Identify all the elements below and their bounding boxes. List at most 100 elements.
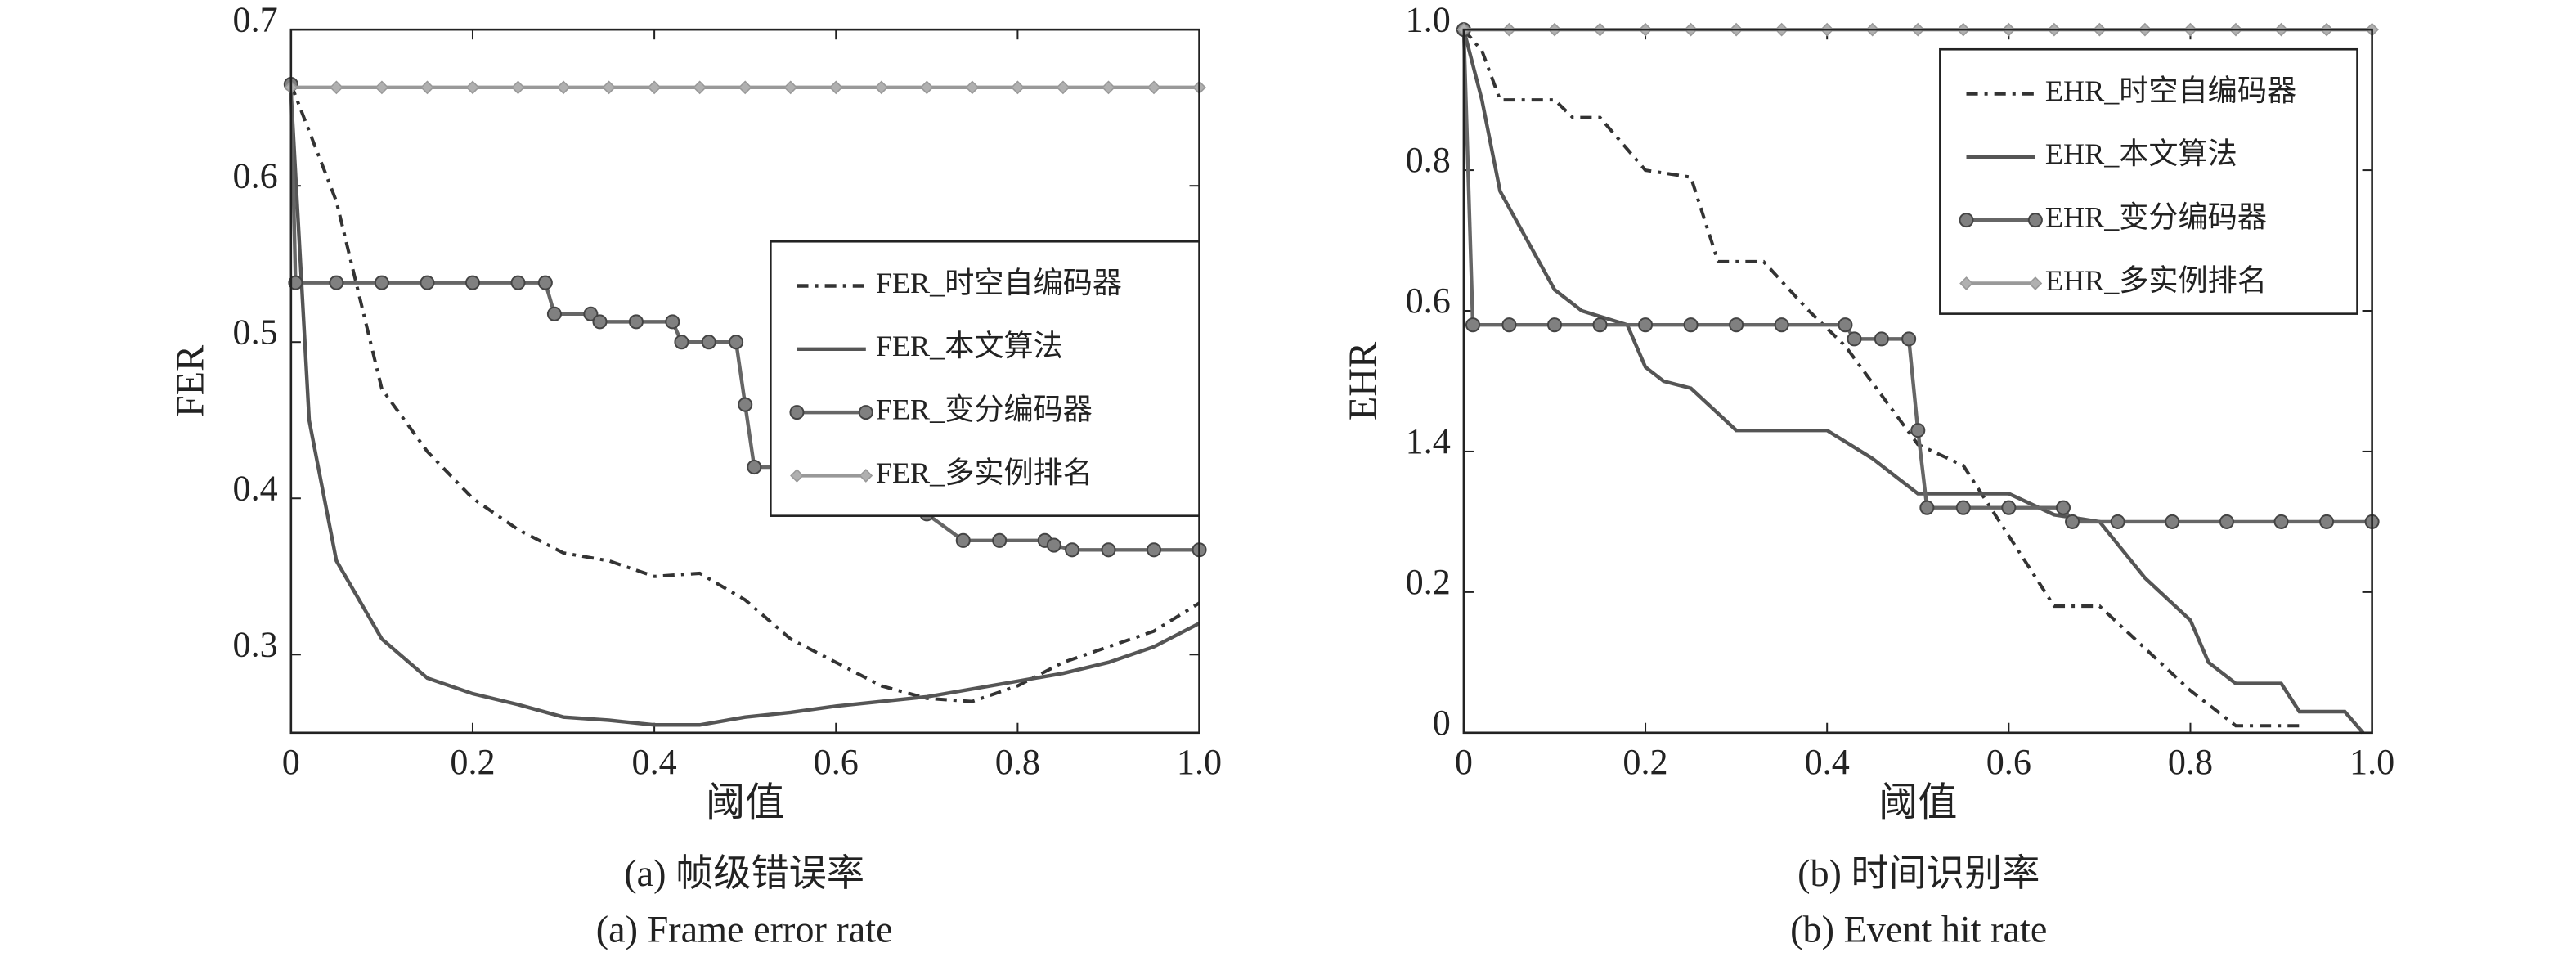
y-axis-label: FER	[168, 344, 212, 417]
marker	[1774, 317, 1789, 333]
marker	[1847, 331, 1862, 347]
marker	[2273, 514, 2289, 529]
marker	[1546, 317, 1563, 333]
marker	[1592, 317, 1608, 333]
legend-label: FER_变分编码器	[876, 393, 1093, 425]
marker	[2319, 514, 2335, 529]
marker	[537, 275, 553, 290]
marker	[2219, 514, 2234, 529]
marker	[1959, 276, 1973, 290]
legend-label: EHR_变分编码器	[2045, 200, 2267, 233]
x-tick-label: 0.2	[1622, 742, 1667, 782]
marker	[965, 80, 980, 95]
x-tick-label: 0.4	[632, 742, 677, 782]
marker	[665, 314, 680, 330]
x-tick-label: 0.6	[1986, 742, 2031, 782]
y-tick-label: 1.0	[1406, 0, 1451, 39]
marker	[738, 397, 753, 412]
marker	[858, 405, 873, 420]
y-tick-label: 0.4	[233, 468, 278, 508]
marker	[1910, 423, 1926, 438]
y-tick-label: 0.6	[1406, 281, 1451, 321]
marker	[1065, 542, 1080, 558]
x-tick-label: 0.8	[2168, 742, 2213, 782]
legend-label: FER_多实例排名	[876, 456, 1093, 489]
marker	[1011, 80, 1025, 95]
marker	[2028, 276, 2043, 290]
marker	[1874, 331, 1889, 347]
plot-frame	[1462, 28, 2373, 735]
marker	[288, 275, 303, 290]
marker	[919, 80, 934, 95]
marker	[1683, 317, 1699, 333]
marker	[1919, 500, 1935, 515]
x-tick-label: 0	[282, 742, 300, 782]
legend-box	[770, 240, 1200, 517]
x-axis-label: 阈值	[706, 781, 784, 824]
marker	[647, 80, 662, 95]
series-line	[289, 83, 1200, 703]
legend-label: FER_本文算法	[876, 330, 1063, 362]
chart: 0 0.2 0.4 0.6 0.8 1.0 0 0.2 1.4 0.6 0.8 1.0 EHR_时空自编…	[1341, 0, 2394, 950]
marker	[1146, 542, 1162, 558]
chart: 0 0.2 0.4 0.6 0.8 1.0 0.3 0.4 0.5 0.6 0.7 FER_时空自编码…	[168, 0, 1222, 950]
marker	[747, 460, 762, 475]
marker	[790, 469, 804, 483]
legend-label: FER_时空自编码器	[876, 267, 1122, 299]
y-tick-label: 0.2	[1406, 562, 1451, 602]
marker	[1729, 317, 1744, 333]
y-tick-label: 0.6	[233, 155, 278, 195]
marker	[738, 80, 752, 95]
marker	[628, 314, 644, 330]
x-tick-label: 0.4	[1805, 742, 1850, 782]
marker	[375, 80, 389, 95]
marker	[1046, 537, 1061, 553]
marker	[546, 306, 562, 321]
marker	[992, 532, 1008, 548]
marker	[330, 80, 343, 95]
y-tick-label: 1.4	[1406, 421, 1451, 461]
x-tick-label: 0	[1455, 742, 1473, 782]
marker	[1638, 317, 1654, 333]
y-tick-label: 0.8	[1406, 140, 1451, 180]
marker	[1959, 213, 1974, 228]
legend-label: EHR_本文算法	[2045, 137, 2237, 170]
caption-en: (a) Frame error rate	[596, 908, 893, 950]
marker	[955, 532, 971, 548]
marker	[420, 275, 435, 290]
marker	[2065, 514, 2080, 529]
marker	[1901, 331, 1917, 347]
marker	[693, 80, 707, 95]
y-axis-label: EHR	[1341, 341, 1384, 420]
marker	[674, 335, 689, 350]
marker	[1838, 317, 1853, 333]
marker	[859, 469, 873, 483]
marker	[701, 335, 716, 350]
marker	[510, 275, 526, 290]
series-line	[289, 92, 1200, 727]
marker	[2001, 500, 2017, 515]
marker	[592, 314, 608, 330]
legend-label: EHR_时空自编码器	[2045, 74, 2296, 107]
caption: (b) 时间识别率	[1797, 852, 2040, 894]
x-axis-label: 阈值	[1878, 781, 1957, 824]
legend-box	[1939, 47, 2358, 315]
marker	[1101, 542, 1116, 558]
marker	[2165, 514, 2180, 529]
marker	[1102, 80, 1115, 95]
marker	[2027, 213, 2043, 228]
marker	[329, 275, 344, 290]
marker	[511, 80, 525, 95]
marker	[1056, 80, 1070, 95]
marker	[465, 80, 480, 95]
legend-label: EHR_多实例排名	[2045, 264, 2267, 297]
series-line	[1461, 29, 2365, 735]
marker	[1955, 500, 1971, 515]
y-tick-label: 0	[1433, 703, 1451, 743]
marker	[464, 275, 481, 290]
caption: (a) 帧级错误率	[624, 852, 864, 894]
marker	[556, 80, 571, 95]
marker	[828, 80, 843, 95]
x-tick-label: 1.0	[1177, 742, 1222, 782]
